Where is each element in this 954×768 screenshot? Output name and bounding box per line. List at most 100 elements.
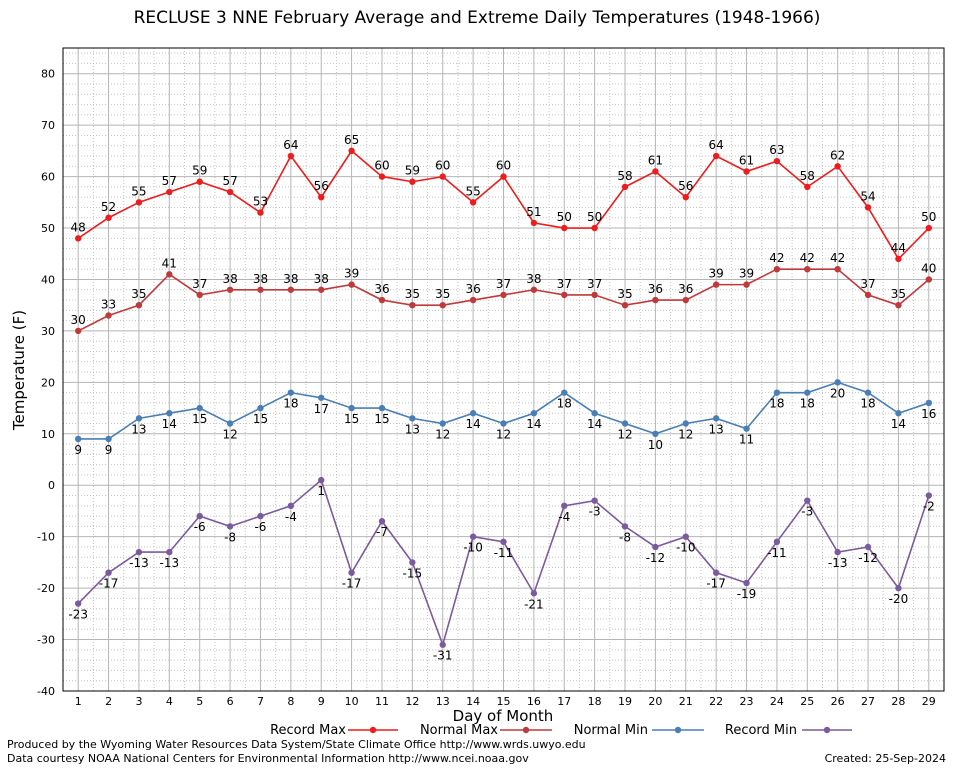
record-min-data-label: -17 [342,577,362,591]
y-tick-label: 60 [41,171,55,184]
record-max-point [895,255,902,263]
normal-min-point [469,410,477,417]
normal-min-point [135,415,143,422]
record-max-data-label: 56 [314,179,329,193]
normal-max-point [530,286,538,293]
normal-min-point [925,399,933,407]
normal-max-point [439,302,446,309]
x-tick-label: 21 [679,695,693,708]
legend-label-record-max: Record Max [270,723,346,738]
x-tick-label: 4 [166,695,173,708]
record-min-point [652,543,659,551]
record-min-data-label: -21 [524,597,544,611]
x-tick-label: 14 [466,695,480,708]
normal-max-data-label: 36 [374,282,389,296]
normal-min-point [226,420,234,427]
series-record-max: 48 52 55 57 59 57 53 64 56 65 60 59 60 55 60 51 50 50 58 61… [71,133,936,263]
record-max-point [135,199,143,206]
record-min-data-label: -20 [889,592,909,606]
normal-max-point [469,296,477,304]
normal-min-data-label: 13 [131,422,146,436]
normal-min-data-label: 14 [587,417,602,431]
normal-max-point [318,286,325,293]
major-grid [63,48,944,692]
normal-max-data-label: 38 [526,272,541,286]
normal-min-point [712,415,720,422]
normal-min-point [834,379,841,386]
legend-marker-normal-min [674,726,682,734]
record-min-point [257,512,264,520]
normal-min-data-label: 12 [222,428,237,442]
record-min-point [74,600,82,607]
normal-max-data-label: 42 [769,251,784,265]
x-tick-label: 24 [770,695,784,708]
normal-min-point [682,420,689,427]
record-max-data-label: 64 [283,138,298,152]
record-max-data-label: 51 [526,205,541,219]
y-tick-label: 40 [41,273,55,286]
normal-min-data-label: 18 [769,397,784,411]
record-max-data-label: 50 [921,210,936,224]
record-max-point [166,188,173,196]
x-tick-label: 15 [497,695,511,708]
normal-max-point [773,265,781,273]
normal-max-point [804,265,811,273]
record-max-data-label: 57 [222,174,237,188]
minor-grid [62,48,945,691]
record-min-data-label: -23 [68,608,88,622]
legend-label-record-min: Record Min [725,723,797,738]
record-max-point [530,219,538,227]
record-max-data-label: 53 [253,195,268,209]
record-min-data-label: -10 [463,541,483,555]
normal-min-data-label: 15 [374,412,389,426]
y-tick-label: 80 [41,68,55,81]
normal-max-data-label: 35 [435,287,450,301]
normal-max-data-label: 38 [283,272,298,286]
record-max-point [226,188,234,196]
normal-min-point [196,404,203,412]
record-max-point [196,178,203,185]
record-min-point [773,538,781,546]
x-tick-label: 11 [375,695,389,708]
x-tick-label: 2 [105,695,112,708]
record-min-data-label: -11 [494,546,514,560]
record-min-data-label: -3 [589,505,601,519]
record-min-point [409,559,416,566]
normal-min-point [864,389,872,396]
normal-min-data-label: 9 [74,443,82,457]
record-min-data-label: -10 [676,541,696,555]
x-tick-label: 27 [861,695,875,708]
normal-max-point [166,271,173,278]
normal-max-data-label: 36 [678,282,693,296]
normal-max-point [409,302,416,309]
normal-max-point [561,291,568,299]
record-max-data-label: 55 [465,184,480,198]
record-max-data-label: 58 [800,169,815,183]
normal-max-point [196,291,203,299]
normal-min-data-label: 18 [557,397,572,411]
normal-max-data-label: 37 [496,277,511,291]
y-tick-label: -20 [37,582,55,595]
legend-label-normal-max: Normal Max [420,723,498,738]
record-max-point [500,173,507,180]
record-max-data-label: 59 [405,164,420,178]
x-tick-label: 7 [257,695,264,708]
normal-max-data-label: 37 [860,277,875,291]
record-min-data-label: 1 [317,484,325,498]
record-max-data-label: 60 [374,159,389,173]
record-max-point [318,193,325,201]
normal-max-point [287,286,295,293]
x-tick-label: 8 [287,695,294,708]
record-max-point [743,168,750,175]
record-max-data-label: 56 [678,179,693,193]
normal-min-point [652,430,659,437]
normal-min-point [530,410,538,417]
normal-min-point [743,425,750,432]
normal-min-point [773,389,781,396]
x-tick-label: 25 [800,695,814,708]
normal-max-point [591,291,598,299]
record-min-point [591,497,598,504]
normal-min-point [621,420,629,427]
record-max-data-label: 64 [709,138,724,152]
